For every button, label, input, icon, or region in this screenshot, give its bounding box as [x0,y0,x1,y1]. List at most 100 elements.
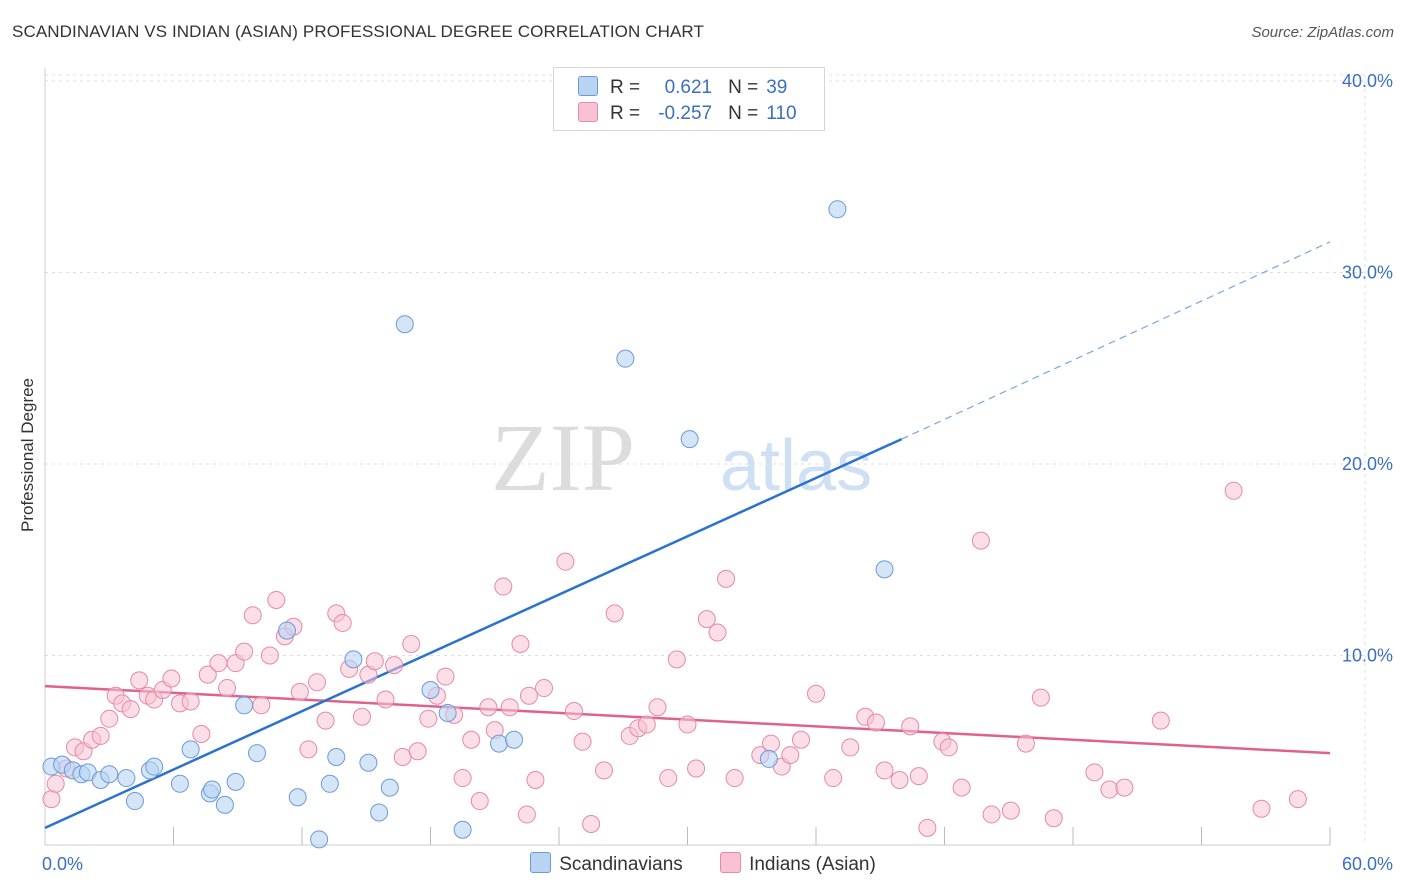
series-legend: Scandinavians Indians (Asian) [0,852,1406,876]
legend-item-scandinavians[interactable]: Scandinavians [530,852,683,876]
data-point-indians [564,702,583,721]
data-point-scandinavians [680,430,699,449]
data-point-indians [667,650,686,669]
data-point-indians [792,730,811,749]
legend-label-indians: Indians (Asian) [749,854,876,875]
data-point-indians [517,805,536,824]
data-point-scandinavians [215,795,234,814]
data-point-scandinavians [370,803,389,822]
data-point-indians [462,730,481,749]
data-point-scandinavians [125,792,144,811]
data-point-indians [479,698,498,717]
legend-row-indians: R = -0.257 N = 110 [578,102,797,126]
data-point-scandinavians [759,749,778,768]
data-point-indians [1001,801,1020,820]
data-point-indians [419,709,438,728]
data-point-indians [393,747,412,766]
data-point-indians [500,698,519,717]
legend-swatch-blue [578,76,598,96]
watermark-zip: ZIP [491,404,635,511]
data-point-indians [1252,799,1271,818]
data-point-indians [162,669,181,688]
data-point-indians [697,610,716,629]
data-point-indians [198,665,217,684]
data-point-indians [725,769,744,788]
data-point-indians [708,623,727,642]
data-point-scandinavians [359,753,378,772]
data-point-scandinavians [616,349,635,368]
data-point-indians [1224,481,1243,500]
legend-row-scandinavians: R = 0.621 N = 39 [578,76,787,100]
data-point-indians [1085,763,1104,782]
tick-labels: 10.0% 20.0% 30.0% 40.0% 0.0% 60.0% [42,71,1393,874]
data-point-indians [385,656,404,675]
trend-lines-scandinavians [44,241,1331,829]
legend-r-label: R = [610,103,641,124]
data-point-indians [436,667,455,686]
data-point-scandinavians [248,744,267,763]
data-point-scandinavians [181,740,200,759]
data-point-indians [687,759,706,778]
data-point-indians [648,698,667,717]
data-point-indians [243,606,262,625]
data-point-indians [218,679,237,698]
data-point-indians [1288,790,1307,809]
data-point-scandinavians [100,765,119,784]
data-point-indians [252,696,271,715]
data-point-indians [1100,780,1119,799]
points-scandinavians [42,200,894,849]
legend-item-indians[interactable]: Indians (Asian) [720,852,876,876]
data-point-indians [352,707,371,726]
data-point-scandinavians [828,200,847,219]
data-point-indians [594,761,613,780]
data-point-indians [952,778,971,797]
data-point-indians [582,815,601,834]
data-point-indians [901,717,920,736]
legend-r-value: -0.257 [658,103,713,124]
data-point-indians [939,738,958,757]
data-point-indians [807,684,825,703]
data-point-scandinavians [505,730,524,749]
legend-r-value: 0.621 [664,77,713,98]
data-point-indians [1031,688,1050,707]
data-point-scandinavians [344,650,363,669]
data-point-indians [333,613,352,632]
data-point-scandinavians [380,778,399,797]
data-point-indians [46,774,65,793]
data-point-indians [717,569,736,588]
data-point-scandinavians [395,315,414,334]
y-tick-label: 40.0% [1342,71,1393,91]
data-point-indians [307,673,326,692]
data-point-indians [408,742,427,761]
chart-title: SCANDINAVIAN VS INDIAN (ASIAN) PROFESSIO… [12,22,704,41]
data-point-scandinavians [117,769,136,788]
data-point-scandinavians [421,680,440,699]
data-point-indians [573,732,592,751]
data-point-indians [605,604,624,623]
trend-line-scandinavians [44,437,903,829]
legend-r-label: R = [610,77,641,98]
legend-n-value: 110 [766,103,797,124]
data-point-indians [1044,809,1063,828]
source-label: Source: ZipAtlas.com [1251,24,1394,41]
data-point-scandinavians [288,788,307,807]
data-point-indians [971,531,990,550]
data-point-indians [91,726,110,745]
data-point-scandinavians [278,621,297,640]
watermark: ZIP atlas [491,404,872,511]
data-point-indians [866,713,885,732]
y-tick-label: 20.0% [1342,454,1393,474]
data-point-indians [267,590,286,609]
data-point-indians [1016,734,1035,753]
watermark-atlas: atlas [720,426,872,506]
data-point-scandinavians [170,774,189,793]
data-point-indians [209,654,228,673]
data-point-indians [121,700,140,719]
data-point-scandinavians [226,772,245,791]
data-point-scandinavians [320,774,339,793]
legend-swatch-blue [530,852,552,873]
data-point-indians [762,734,781,753]
data-point-indians [781,746,800,765]
legend-label-scandinavians: Scandinavians [559,854,683,875]
data-point-scandinavians [310,830,329,849]
